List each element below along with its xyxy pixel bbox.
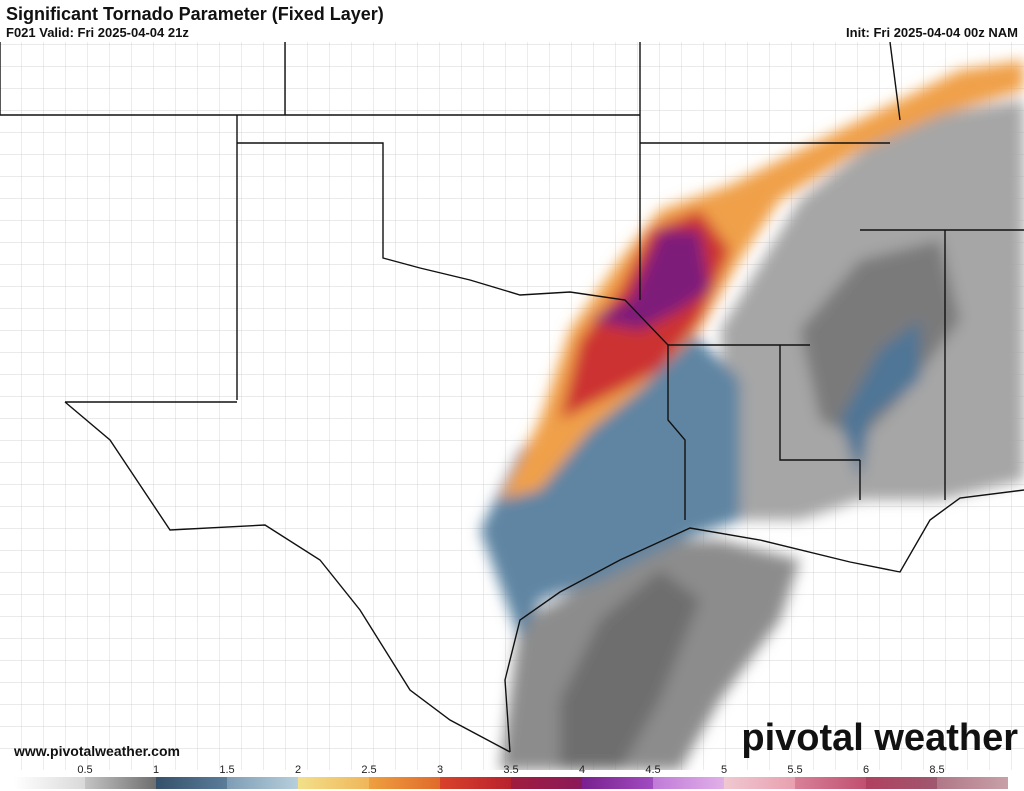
colorbar-band [937,777,1008,789]
colorbar-tick-label: 2 [295,764,301,776]
init-time: Init: Fri 2025-04-04 00z NAM [846,25,1018,40]
valid-time: F021 Valid: Fri 2025-04-04 21z [6,25,189,40]
colorbar-band [156,777,227,789]
colorbar-band [369,777,440,789]
colorbar-tick-label: 8.5 [929,764,944,776]
colorbar-band [85,777,156,789]
colorbar-band [14,777,85,789]
colorbar-tick-label: 1.5 [219,764,234,776]
header-bg [0,0,1024,42]
website: www.pivotalweather.com [13,743,180,759]
colorbar-tick-label: 0.5 [77,764,92,776]
colorbar-band [866,777,937,789]
colorbar-band [795,777,866,789]
colorbar-tick-label: 1 [153,764,159,776]
colorbar-tick-label: 4.5 [645,764,660,776]
title: Significant Tornado Parameter (Fixed Lay… [6,4,384,24]
colorbar: 0.5 1 1.5 2 2.5 3 3.5 4 4.5 5 5.5 6 8.5 [14,764,1008,789]
colorbar-tick-label: 3.5 [503,764,518,776]
logo: pivotal weather [741,717,1018,759]
colorbar-tick-label: 6 [863,764,869,776]
colorbar-tick-label: 5 [721,764,727,776]
colorbar-band [440,777,511,789]
colorbar-band [511,777,582,789]
colorbar-band [227,777,298,789]
colorbar-tick-label: 2.5 [361,764,376,776]
state-borders [0,41,1024,753]
shading [480,60,1024,770]
colorbar-tick-label: 3 [437,764,443,776]
colorbar-band [724,777,795,789]
colorbar-tick-label: 4 [579,764,585,776]
colorbar-band [298,777,369,789]
colorbar-band [582,777,653,789]
colorbar-band [653,777,724,789]
colorbar-tick-label: 5.5 [787,764,802,776]
